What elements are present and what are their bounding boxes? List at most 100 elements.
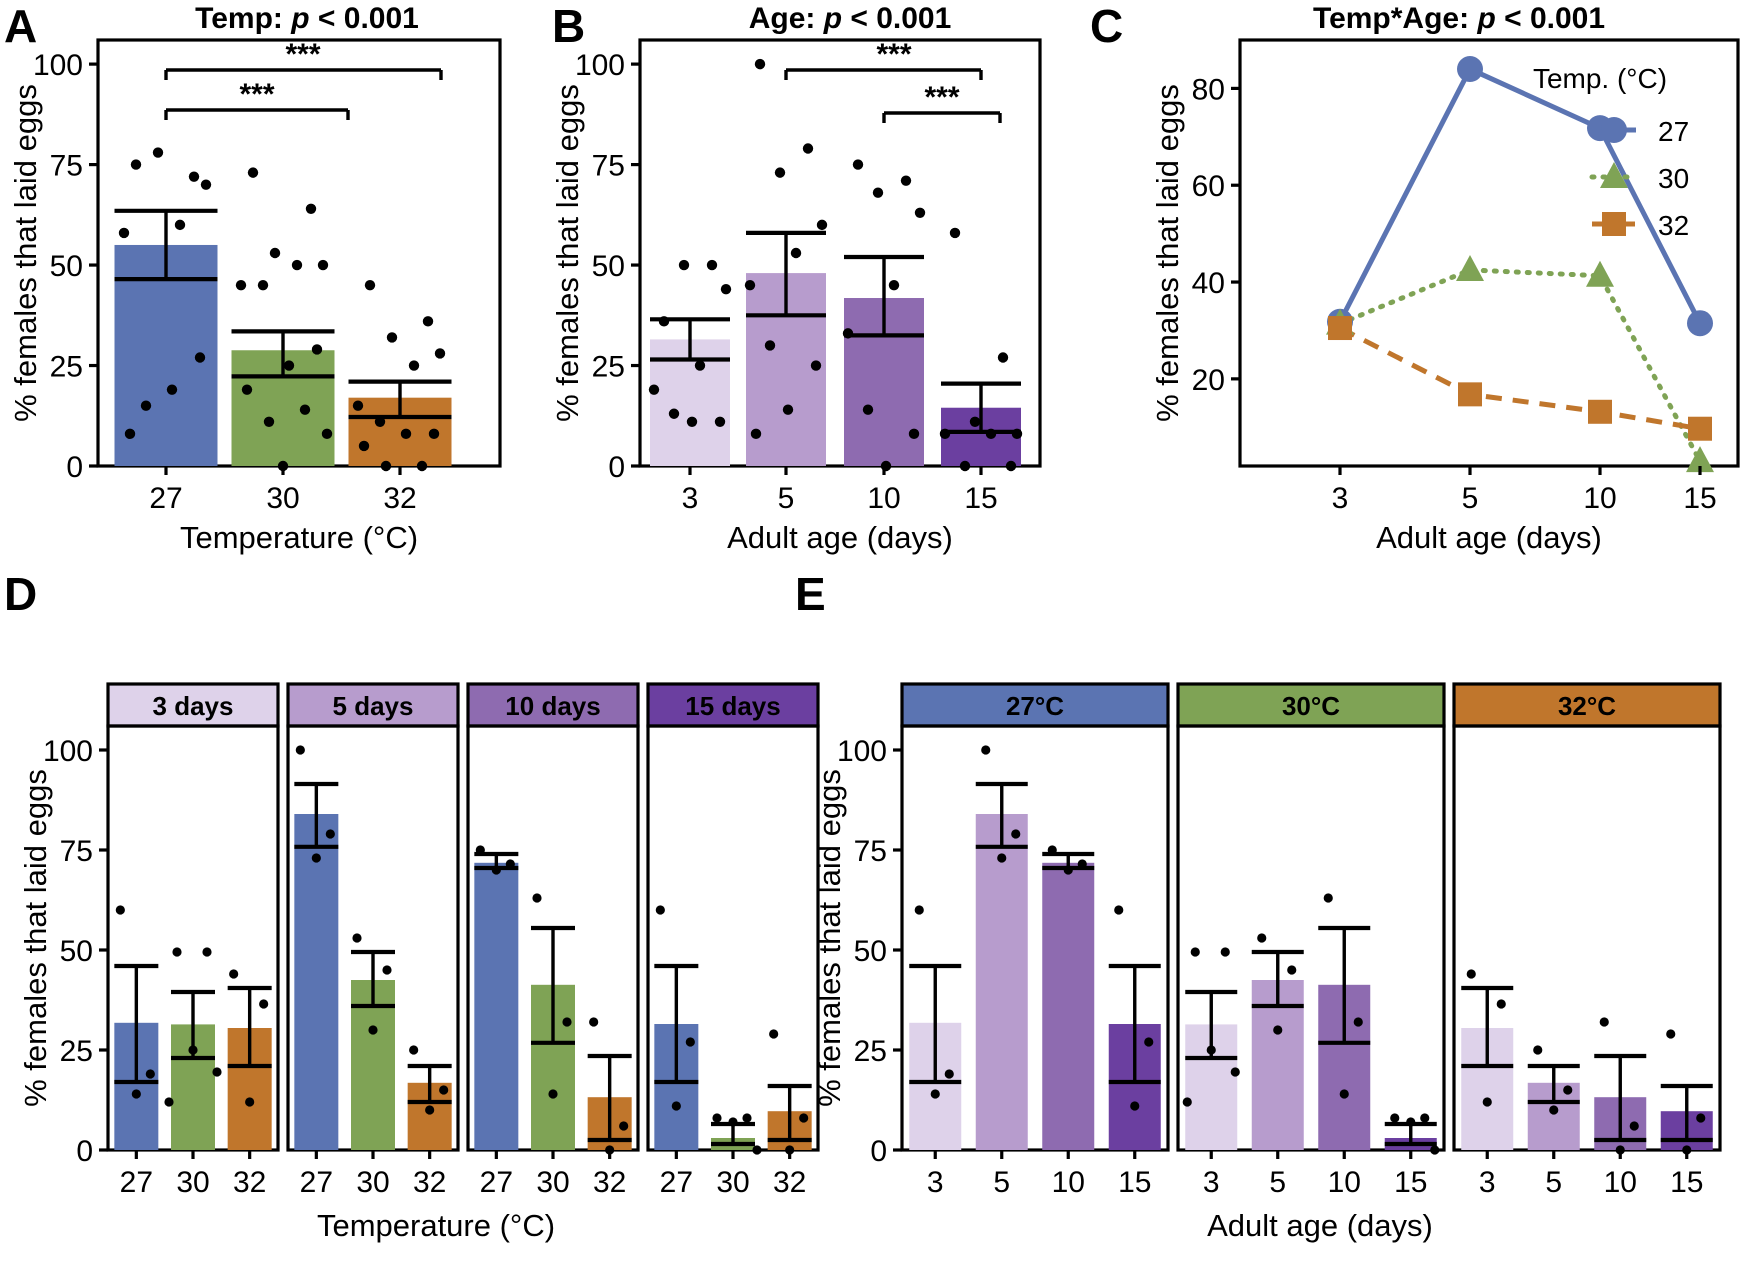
panel-e-data-point	[1406, 1117, 1416, 1127]
panel-b-xlabel: Adult age (days)	[727, 520, 953, 555]
panel-a-ytick-label: 100	[33, 49, 83, 82]
panel-a-data-point	[321, 428, 333, 440]
panel-d-xtick-label: 27	[660, 1166, 693, 1199]
panel-b-data-point	[816, 219, 828, 231]
panel-e-data-point	[1696, 1113, 1706, 1123]
panel-e-data-point	[1533, 1045, 1543, 1055]
panel-e-ytick-label: 25	[854, 1035, 887, 1068]
panel-e-data-point	[1339, 1089, 1349, 1099]
panel-e-xtick-label: 10	[1604, 1166, 1637, 1199]
panel-c-legend-label: 27	[1658, 116, 1689, 147]
panel-c-xlabel: Adult age (days)	[1376, 520, 1602, 555]
panel-c-plot-frame	[1238, 38, 1740, 468]
panel-a-data-point	[305, 203, 317, 214]
panel-d-ytick-label: 25	[60, 1035, 93, 1068]
panel-d-data-point	[382, 965, 392, 975]
panel-c-legend-label: 32	[1658, 210, 1689, 241]
panel-a-title: Temp: p < 0.001	[195, 2, 419, 35]
panel-b-data-point	[939, 428, 951, 440]
panel-c-ytick-label: 40	[1192, 267, 1225, 300]
panel-b-sig-label: ***	[876, 38, 911, 71]
panel-b-data-point	[959, 460, 971, 472]
panel-e-bar	[1251, 980, 1304, 1150]
panel-e-xtick-label: 3	[1203, 1166, 1220, 1199]
panel-d-data-point	[562, 1017, 572, 1027]
panel-e-ytick-label: 75	[854, 835, 887, 868]
panel-b-data-point	[750, 428, 762, 440]
panel-e-ytick-label: 100	[837, 735, 887, 768]
panel-e-xtick-label: 5	[1545, 1166, 1562, 1199]
panel-d-data-point	[475, 845, 485, 855]
panel-d-data-point	[295, 745, 305, 755]
panel-d-data-point	[742, 1113, 752, 1123]
panel-d-data-point	[131, 1089, 141, 1099]
panel-e-data-point	[1257, 933, 1267, 943]
panel-e-data-point	[1130, 1101, 1140, 1111]
panel-e-data-point	[1466, 969, 1476, 979]
panel-d-bar	[351, 980, 395, 1150]
panel-e-data-point	[944, 1069, 954, 1079]
panel-e-strip-0	[900, 682, 1170, 728]
panel-a-data-point	[257, 279, 269, 291]
panel-c-marker-triangle	[1586, 260, 1614, 287]
panel-d-xtick-label: 30	[536, 1166, 569, 1199]
panel-c-ylabel: % females that laid eggs	[1150, 84, 1185, 422]
panel-b-data-point	[888, 279, 900, 291]
panel-a-data-point	[408, 360, 420, 371]
panel-d-data-point	[172, 947, 182, 957]
panel-b-xtick-label: 15	[964, 482, 997, 515]
panel-a-data-point	[166, 384, 178, 395]
panel-c-ytick-label: 80	[1192, 73, 1225, 106]
panel-b-data-point	[949, 227, 961, 239]
panel-c-marker-circle	[1687, 310, 1713, 337]
panel-d-data-point	[769, 1029, 779, 1039]
panel-e-data-point	[1420, 1113, 1430, 1123]
panel-a-data-point	[311, 344, 323, 355]
panel-b-data-point	[774, 167, 786, 178]
panel-a-data-point	[188, 171, 200, 182]
panel-c-marker-square	[1688, 416, 1712, 441]
panel-b-sig-label: ***	[924, 81, 959, 114]
panel-d-bar	[294, 814, 339, 1150]
panel-e-strip-label: 27°C	[1006, 691, 1064, 721]
panel-a-xtick-label: 27	[149, 482, 182, 515]
panel-d-data-point	[439, 1085, 449, 1095]
panel-e-xtick-label: 3	[927, 1166, 944, 1199]
panel-d-data-point	[548, 1089, 558, 1099]
panel-b-data-point	[754, 58, 766, 70]
panel-c-ytick-label: 20	[1192, 364, 1225, 397]
panel-d-xtick-label: 32	[233, 1166, 266, 1199]
panel-c-line-27	[1337, 65, 1703, 325]
panel-c-legend-marker-square	[1602, 212, 1626, 236]
panel-a-letter: A	[4, 0, 37, 52]
panel-b-data-point	[678, 259, 690, 271]
panel-c-marker-triangle	[1686, 446, 1714, 473]
panel-a-data-point	[194, 352, 206, 363]
panel-a-data-point	[422, 316, 434, 327]
panel-e-xtick-label: 5	[1269, 1166, 1286, 1199]
panel-d-data-point	[325, 829, 335, 839]
panel-b-data-point	[969, 416, 981, 427]
panel-e-strip-1	[1176, 682, 1446, 728]
panel-e-xtick-label: 10	[1052, 1166, 1085, 1199]
panel-a-sig-label: ***	[239, 78, 274, 111]
panel-b-ytick-label: 75	[592, 150, 625, 183]
panel-d-xtick-label: 32	[593, 1166, 626, 1199]
panel-d-data-point	[368, 1025, 378, 1035]
panel-b-ytick-label: 0	[608, 451, 625, 484]
panel-d-ytick-label: 50	[60, 935, 93, 968]
panel-d-xtick-label: 27	[120, 1166, 153, 1199]
panel-a-data-point	[152, 147, 164, 158]
panel-a-data-point	[364, 279, 376, 291]
panel-d-data-point	[799, 1113, 809, 1123]
panel-c-legend-label: 30	[1658, 163, 1689, 194]
panel-d-xtick-label: 27	[300, 1166, 333, 1199]
panel-d-xlabel: Temperature (°C)	[317, 1208, 555, 1243]
panel-a-ytick-label: 0	[66, 451, 83, 484]
panel-b-xtick-label: 10	[867, 482, 900, 515]
panel-c-marker-square	[1588, 399, 1612, 424]
panel-e-data-point	[1220, 947, 1230, 957]
panel-b-data-point	[802, 143, 814, 154]
panel-a-data-point	[283, 360, 295, 371]
panel-d-strip-3	[646, 682, 820, 728]
